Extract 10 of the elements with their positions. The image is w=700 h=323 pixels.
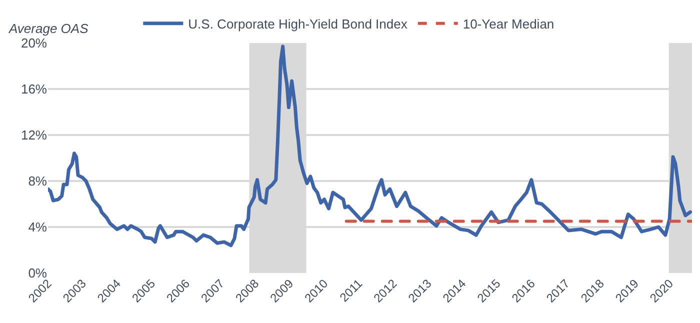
legend-label: U.S. Corporate High-Yield Bond Index	[188, 16, 408, 32]
y-tick-label: 0%	[28, 266, 48, 281]
y-tick-label: 20%	[20, 36, 48, 51]
y-tick-label: 8%	[28, 174, 48, 189]
legend-label: 10-Year Median	[462, 16, 554, 32]
y-tick-label: 4%	[28, 220, 48, 235]
y-tick-label: 16%	[20, 82, 48, 97]
y-axis-title: Average OAS	[8, 21, 89, 36]
y-tick-label: 12%	[20, 128, 48, 143]
line-series	[48, 44, 692, 248]
